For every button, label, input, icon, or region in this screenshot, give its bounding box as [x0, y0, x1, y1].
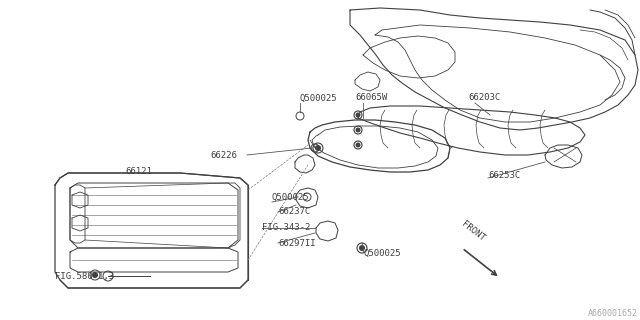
- Circle shape: [356, 128, 360, 132]
- Text: A660001652: A660001652: [588, 309, 638, 318]
- Circle shape: [360, 245, 365, 251]
- Text: FRONT: FRONT: [460, 220, 486, 243]
- Text: 66226: 66226: [210, 150, 237, 159]
- Text: Q500025: Q500025: [272, 193, 310, 202]
- Text: 66237C: 66237C: [278, 207, 310, 217]
- Text: FIG.580-1,3: FIG.580-1,3: [55, 273, 114, 282]
- Text: Q500025: Q500025: [364, 249, 402, 258]
- Text: 66065W: 66065W: [355, 93, 387, 102]
- Circle shape: [356, 143, 360, 147]
- Text: 66203C: 66203C: [468, 93, 500, 102]
- Text: FIG.343-2: FIG.343-2: [262, 223, 310, 233]
- Text: Q500025: Q500025: [300, 93, 338, 102]
- Circle shape: [93, 273, 97, 277]
- Text: 66253C: 66253C: [488, 171, 520, 180]
- Text: 66297II: 66297II: [278, 238, 316, 247]
- Text: 66121: 66121: [125, 167, 152, 177]
- Circle shape: [316, 146, 321, 150]
- Circle shape: [356, 113, 360, 117]
